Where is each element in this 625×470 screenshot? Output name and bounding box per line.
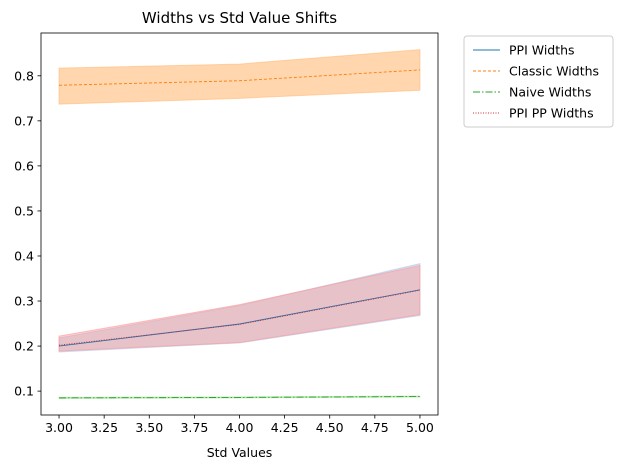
legend-box — [463, 35, 614, 128]
legend-label: Naive Widths — [509, 85, 591, 100]
legend-label: PPI Widths — [509, 43, 575, 58]
legend-label: Classic Widths — [509, 64, 599, 79]
x-tick-label: 4.75 — [361, 420, 389, 435]
x-tick-label: 4.00 — [226, 420, 254, 435]
y-tick-label: 0.5 — [14, 203, 34, 218]
series-line-1 — [59, 69, 420, 86]
confidence-band-0 — [58, 263, 421, 353]
series-lines — [58, 69, 421, 399]
x-tick-label: 5.00 — [406, 420, 434, 435]
legend-label: PPI PP Widths — [509, 106, 594, 121]
confidence-bands — [58, 49, 421, 399]
y-axis-ticks: 0.1 0.2 0.3 0.4 0.5 0.6 0.7 0.8 — [14, 68, 41, 399]
y-tick-label: 0.1 — [14, 384, 34, 399]
legend[interactable]: PPI Widths Classic Widths Naive Widths PPI … — [463, 35, 614, 128]
y-tick-label: 0.4 — [14, 248, 34, 263]
series-line-2 — [59, 396, 420, 399]
y-tick-label: 0.7 — [14, 113, 34, 128]
x-axis-ticks: 3.00 3.25 3.50 3.75 4.00 4.25 4.50 4.75 5.00 — [45, 415, 434, 435]
series-line-3 — [58, 289, 421, 346]
y-tick-label: 0.6 — [14, 158, 34, 173]
x-tick-label: 3.00 — [45, 420, 73, 435]
y-tick-label: 0.8 — [14, 68, 34, 83]
x-tick-label: 3.50 — [135, 420, 163, 435]
confidence-band-1 — [58, 49, 421, 105]
confidence-band-3 — [58, 264, 421, 352]
chart-title: Widths vs Std Value Shifts — [142, 9, 337, 27]
x-axis-title: Std Values — [207, 445, 273, 460]
y-tick-label: 0.2 — [14, 339, 34, 354]
x-tick-label: 3.75 — [180, 420, 208, 435]
x-tick-label: 3.25 — [90, 420, 118, 435]
x-tick-label: 4.25 — [271, 420, 299, 435]
x-tick-label: 4.50 — [316, 420, 344, 435]
y-tick-label: 0.3 — [14, 294, 34, 309]
